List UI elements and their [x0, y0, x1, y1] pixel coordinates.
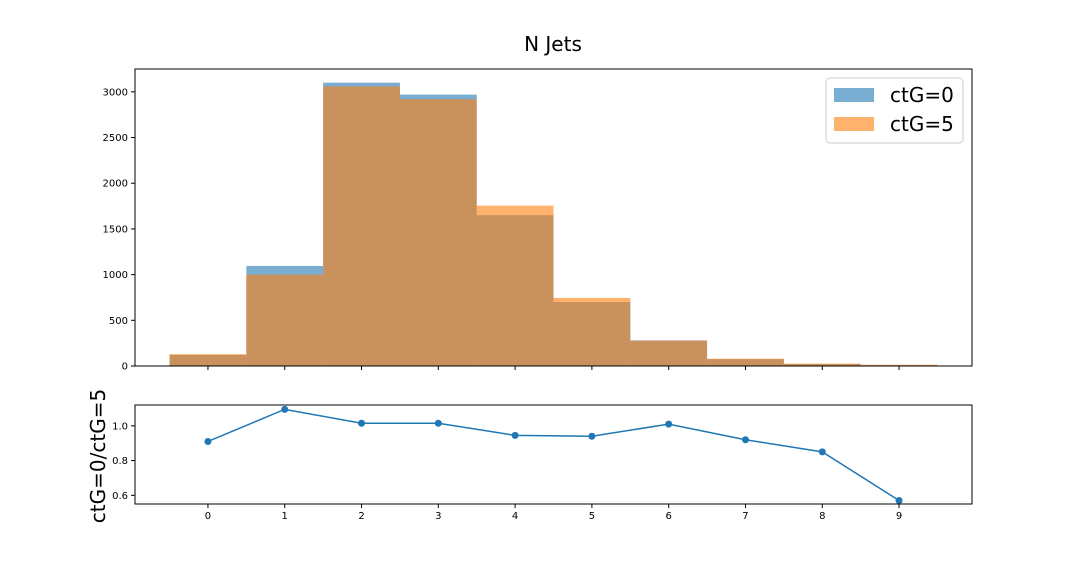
histogram-bar	[860, 364, 938, 366]
ratio-point	[358, 419, 366, 427]
x-tick-label: 7	[742, 511, 748, 522]
legend: ctG=0 ctG=5	[825, 77, 964, 144]
ratio-y-axis-label: ctG=0/ctG=5	[86, 389, 110, 523]
ratio-point	[511, 431, 519, 439]
y-tick-label: 3000	[103, 87, 128, 98]
ratio-axes-frame	[134, 404, 973, 505]
histogram-bar	[169, 354, 247, 366]
y-tick-label: 500	[109, 316, 128, 327]
histogram-series-2	[169, 86, 938, 367]
x-tick-label: 3	[435, 511, 441, 522]
legend-swatch	[834, 88, 874, 102]
y-tick-label: 0.6	[112, 491, 128, 502]
histogram-bar	[323, 86, 400, 367]
histogram-bar	[399, 99, 477, 366]
y-tick-label: 1500	[103, 224, 128, 235]
x-tick-label: 0	[205, 511, 211, 522]
ratio-point	[741, 436, 749, 444]
x-tick-label: 5	[589, 511, 595, 522]
histogram-bar	[783, 363, 861, 366]
y-tick-label: 1000	[103, 270, 128, 281]
ratio-line	[207, 408, 900, 502]
y-tick-label: 0.8	[112, 456, 128, 467]
x-tick-label: 1	[282, 511, 288, 522]
ratio-panel: 0.6 0.8 1.0 0 1 2 3 4 5 6 7 8 9	[112, 404, 973, 522]
chart-title: N Jets	[524, 32, 582, 56]
y-tick-label: 2500	[103, 133, 128, 144]
histogram-bar	[707, 358, 784, 366]
histogram-bar	[553, 297, 631, 366]
legend-swatch	[834, 117, 874, 131]
y-tick-label: 2000	[103, 179, 128, 190]
x-tick-label: 9	[896, 511, 902, 522]
ratio-point	[588, 432, 596, 440]
x-tick-label: 8	[819, 511, 825, 522]
x-tick-label: 4	[512, 511, 518, 522]
histogram-bar	[476, 205, 554, 366]
ratio-point	[204, 437, 212, 445]
x-tick-label: 2	[358, 511, 364, 522]
y-tick-label: 1.0	[112, 421, 128, 432]
legend-label: ctG=5	[890, 112, 954, 136]
legend-label: ctG=0	[890, 83, 954, 107]
ratio-point	[818, 448, 826, 456]
ratio-point	[281, 405, 289, 413]
x-tick-label: 6	[665, 511, 671, 522]
histogram-panel: 0 500 1000 1500 2000 2500 3000 ctG=0 ctG=5	[103, 68, 973, 373]
y-tick-label: 0	[122, 362, 128, 373]
histogram-bar	[246, 274, 324, 366]
ratio-point	[895, 497, 903, 505]
ratio-point	[665, 420, 673, 428]
histogram-axes-frame	[134, 68, 973, 367]
ratio-point	[434, 419, 442, 427]
histogram-bar	[630, 340, 708, 366]
